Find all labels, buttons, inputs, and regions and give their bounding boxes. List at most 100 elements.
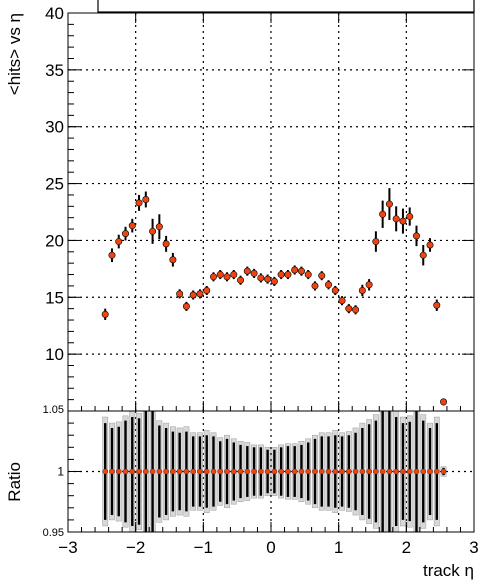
main-y-axis-title: <hits> vs η — [5, 13, 24, 95]
main-data-point — [406, 213, 414, 221]
ratio-y-axis-title: Ratio — [5, 462, 24, 502]
ratio-data-point — [406, 468, 413, 475]
main-data-point — [440, 398, 448, 406]
main-data-point — [291, 266, 299, 274]
main-data-point — [345, 305, 353, 313]
ratio-data-point — [427, 468, 433, 475]
ratio-data-point — [386, 468, 393, 475]
x-tick-label: 2 — [402, 538, 411, 557]
main-data-point — [270, 277, 278, 285]
main-y-tick-label: 35 — [45, 61, 64, 80]
main-marks — [101, 188, 448, 406]
ratio-data-point — [305, 468, 311, 475]
main-data-point — [108, 251, 116, 259]
main-data-point — [325, 281, 333, 289]
legend-box — [97, 0, 475, 13]
main-data-point — [155, 223, 163, 231]
ratio-data-point — [440, 468, 447, 475]
main-data-point — [142, 195, 150, 203]
main-data-point — [304, 271, 312, 279]
x-tick-label: −1 — [194, 538, 213, 557]
main-data-point — [264, 275, 272, 283]
ratio-data-point — [352, 468, 359, 475]
ratio-data-point — [224, 468, 230, 475]
main-data-point — [399, 217, 407, 225]
main-y-tick-label: 30 — [45, 118, 64, 137]
ratio-panel: 0.95 1 1.05 −3 −2 −1 0 1 2 3 Ratio track η — [5, 404, 479, 580]
main-data-point — [257, 274, 265, 282]
ratio-data-point — [190, 468, 196, 475]
main-ticks: 10 15 20 25 30 35 40 — [45, 4, 475, 412]
ratio-data-point — [400, 468, 406, 475]
main-data-point — [352, 306, 360, 314]
main-y-tick-label: 25 — [45, 175, 64, 194]
ratio-data-point — [420, 468, 426, 475]
ratio-data-point — [379, 468, 386, 475]
main-data-point — [284, 271, 292, 279]
main-data-point — [101, 310, 109, 318]
main-data-point — [426, 241, 434, 249]
main-data-point — [412, 232, 420, 240]
ratio-data-point — [163, 468, 169, 475]
main-data-point — [318, 272, 326, 280]
main-y-tick-label: 40 — [45, 4, 64, 23]
ratio-data-point — [373, 468, 379, 475]
x-tick-label: 0 — [266, 538, 275, 557]
main-data-point — [331, 286, 339, 294]
x-axis-title: track η — [423, 561, 474, 580]
ratio-data-point — [244, 468, 251, 475]
x-tick-label: 3 — [469, 538, 478, 557]
main-data-point — [379, 210, 387, 218]
main-data-point — [250, 269, 258, 277]
main-data-point — [365, 281, 373, 289]
ratio-y-tick-label: 0.95 — [43, 527, 64, 539]
x-tick-label: −2 — [126, 538, 145, 557]
main-data-point — [338, 297, 346, 305]
ratio-y-tick-label: 1.05 — [43, 404, 64, 416]
main-y-tick-label: 20 — [45, 231, 64, 250]
ratio-data-point — [197, 468, 203, 475]
ratio-data-point — [366, 468, 372, 475]
main-data-point — [223, 273, 231, 281]
ratio-data-point — [217, 468, 223, 475]
main-data-point — [149, 227, 157, 235]
ratio-data-point — [291, 468, 298, 475]
ratio-data-point — [258, 468, 264, 475]
ratio-data-point — [183, 468, 190, 475]
main-data-point — [169, 256, 177, 264]
main-grid — [68, 13, 474, 411]
ratio-data-point — [318, 468, 325, 475]
ratio-data-point — [149, 468, 156, 475]
main-data-point — [176, 290, 184, 298]
main-data-point — [128, 222, 136, 230]
ratio-data-point — [359, 468, 366, 475]
x-tick-label: −3 — [58, 538, 77, 557]
ratio-grid — [68, 411, 474, 532]
main-data-point — [162, 240, 170, 248]
ratio-data-point — [176, 468, 183, 475]
main-data-point — [216, 271, 224, 279]
ratio-data-point — [102, 468, 108, 475]
ratio-data-point — [109, 468, 115, 475]
ratio-data-point — [271, 468, 278, 475]
ratio-data-point — [312, 468, 318, 475]
ratio-data-point — [136, 468, 142, 475]
ratio-data-point — [332, 468, 339, 475]
ratio-data-point — [129, 468, 136, 475]
main-data-point — [372, 238, 380, 246]
ratio-data-point — [156, 468, 163, 475]
main-data-point — [297, 267, 305, 275]
ratio-data-point — [434, 468, 440, 475]
main-data-point — [392, 215, 400, 223]
main-data-point — [115, 238, 123, 246]
ratio-data-point — [203, 468, 210, 475]
ratio-data-point — [231, 468, 237, 475]
ratio-data-point — [278, 468, 284, 475]
x-tick-label: 1 — [334, 538, 343, 557]
main-data-point — [122, 230, 130, 238]
ratio-data-point — [413, 468, 420, 475]
main-data-point — [385, 200, 393, 208]
main-data-point — [311, 282, 319, 290]
main-data-point — [277, 271, 285, 279]
ratio-y-tick-label: 1 — [57, 465, 64, 479]
